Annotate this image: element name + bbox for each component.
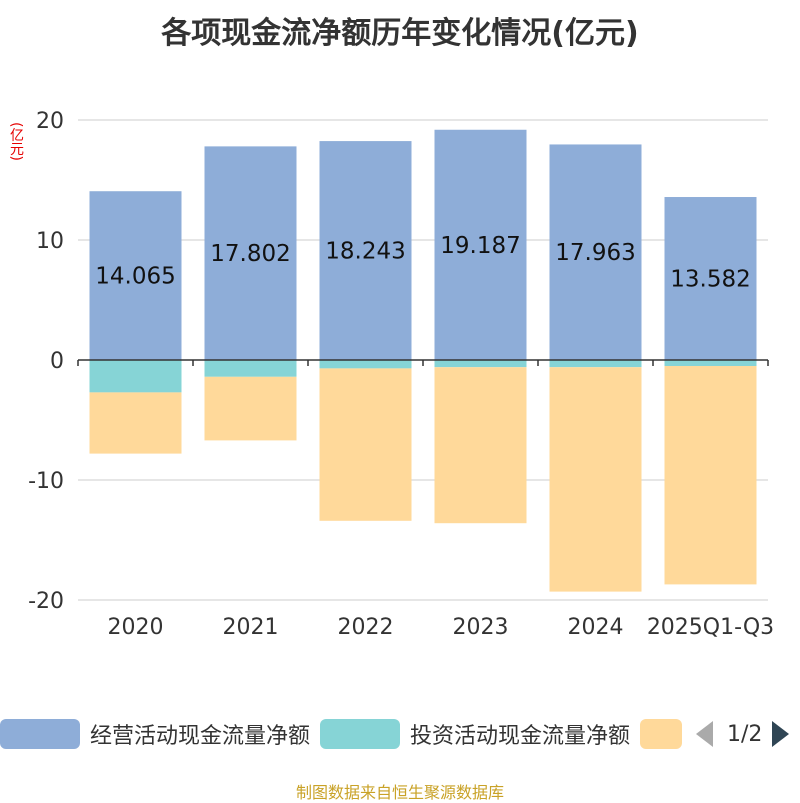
y-tick-label: -20 bbox=[28, 589, 64, 614]
y-axis-unit-label: (亿元) bbox=[8, 122, 24, 161]
bar-segment-series2-2023 bbox=[434, 367, 527, 524]
legend-item-investing[interactable]: 投资活动现金流量净额 bbox=[320, 714, 630, 754]
x-category-label: 2021 bbox=[223, 615, 279, 640]
bar-segment-series2-2024 bbox=[549, 367, 642, 592]
bar-segment-series0-2023 bbox=[434, 129, 527, 360]
data-source-footer: 制图数据来自恒生聚源数据库 bbox=[295, 783, 504, 802]
y-tick-label: 10 bbox=[36, 229, 64, 254]
data-label: 17.802 bbox=[210, 241, 290, 267]
bar-segment-series1-2023 bbox=[434, 360, 527, 368]
legend-next-page-icon[interactable] bbox=[772, 721, 790, 747]
bar-segment-series2-2022 bbox=[319, 368, 412, 521]
data-label: 18.243 bbox=[325, 239, 405, 265]
data-label: 17.963 bbox=[555, 240, 635, 266]
legend-item-operating[interactable]: 经营活动现金流量净额 bbox=[0, 714, 310, 754]
bar-segment-series2-2020 bbox=[89, 392, 182, 454]
bar-segment-series1-2022 bbox=[319, 360, 412, 369]
legend-item-financing[interactable] bbox=[640, 714, 682, 754]
x-category-label: 2024 bbox=[568, 615, 624, 640]
y-tick-label: -10 bbox=[28, 469, 64, 494]
x-category-label: 2023 bbox=[453, 615, 509, 640]
legend: 经营活动现金流量净额 投资活动现金流量净额 1/2 bbox=[0, 714, 800, 754]
data-label: 14.065 bbox=[95, 264, 175, 290]
legend-swatch-investing bbox=[320, 719, 400, 749]
chart-title: 各项现金流净额历年变化情况(亿元) bbox=[161, 16, 639, 51]
bar-segment-series0-2020 bbox=[89, 191, 182, 360]
bar-segment-series1-2021 bbox=[204, 360, 297, 377]
legend-swatch-financing bbox=[640, 719, 682, 749]
x-category-label: 2020 bbox=[108, 615, 164, 640]
x-category-label: 2022 bbox=[338, 615, 394, 640]
cash-flow-chart: 20 10 0 -10 -20 14.065 17.802 18.243 19.187 17.96… bbox=[28, 109, 774, 640]
y-tick-label: 20 bbox=[36, 109, 64, 134]
bar-segment-series1-2024 bbox=[549, 360, 642, 368]
bar-segment-series1-2020 bbox=[89, 360, 182, 393]
bar-segment-series0-2025Q1-Q3 bbox=[664, 197, 757, 360]
bar-segment-series2-2025Q1-Q3 bbox=[664, 366, 757, 585]
bar-segment-series0-2024 bbox=[549, 144, 642, 360]
legend-label-operating: 经营活动现金流量净额 bbox=[90, 724, 311, 749]
x-category-label: 2025Q1-Q3 bbox=[647, 615, 774, 640]
legend-swatch-operating bbox=[0, 719, 80, 749]
legend-pager: 1/2 bbox=[696, 714, 790, 754]
bar-segment-series2-2021 bbox=[204, 376, 297, 441]
legend-page-indicator: 1/2 bbox=[727, 721, 763, 747]
bar-segment-series1-2025Q1-Q3 bbox=[664, 360, 757, 366]
y-tick-label: 0 bbox=[50, 349, 64, 374]
legend-prev-page-icon[interactable] bbox=[696, 721, 713, 747]
bar-segment-series0-2022 bbox=[319, 141, 412, 360]
data-label: 13.582 bbox=[670, 267, 750, 293]
data-label: 19.187 bbox=[440, 233, 520, 259]
bar-segment-series0-2021 bbox=[204, 146, 297, 360]
legend-label-investing: 投资活动现金流量净额 bbox=[410, 724, 631, 749]
